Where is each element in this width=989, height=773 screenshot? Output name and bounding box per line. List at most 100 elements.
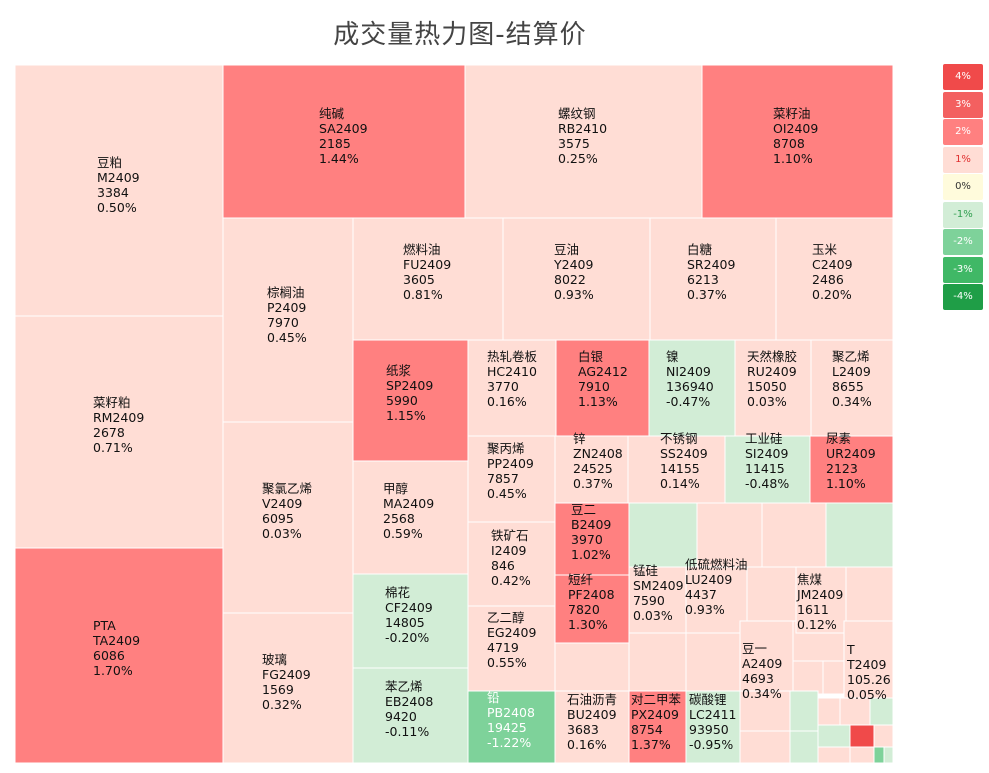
legend-item[interactable]: 3% <box>943 91 983 118</box>
treemap-tile-small[interactable] <box>849 746 875 764</box>
treemap-tile-rect[interactable] <box>352 667 469 764</box>
treemap-tile-rect[interactable] <box>222 421 354 614</box>
treemap-tile-small[interactable] <box>873 746 885 764</box>
legend-item[interactable]: 2% <box>943 119 983 145</box>
treemap-tile-rect[interactable] <box>627 435 726 504</box>
treemap-tile-rect[interactable] <box>352 573 469 669</box>
treemap-tile-rect[interactable] <box>809 435 894 504</box>
treemap-tile-small[interactable] <box>825 502 894 568</box>
treemap-tile-rect[interactable] <box>464 64 703 219</box>
treemap-tile-rect[interactable] <box>843 620 894 699</box>
treemap-tile-rect[interactable] <box>628 566 687 634</box>
treemap-tile-small[interactable] <box>869 697 894 726</box>
treemap-tile-rect[interactable] <box>502 217 651 341</box>
treemap-tile-rect[interactable] <box>467 605 556 692</box>
treemap-tile-small[interactable] <box>628 502 698 568</box>
treemap-tile-small[interactable] <box>746 566 797 622</box>
treemap-tile-rect[interactable] <box>795 566 847 634</box>
treemap-tile-rect[interactable] <box>555 339 650 437</box>
treemap-tile-rect[interactable] <box>554 690 630 764</box>
treemap-tile-rect[interactable] <box>649 217 777 341</box>
treemap-tile-rect[interactable] <box>724 435 811 504</box>
treemap-tile-rect[interactable] <box>701 64 894 219</box>
treemap-tile-small[interactable] <box>849 724 875 748</box>
treemap-tile-rect[interactable] <box>734 339 812 437</box>
treemap-tile-rect[interactable] <box>628 690 687 764</box>
treemap-tile-rect[interactable] <box>352 217 504 341</box>
treemap-tile-small[interactable] <box>845 566 894 622</box>
treemap-tile-small[interactable] <box>817 746 851 764</box>
treemap-tile-rect[interactable] <box>739 620 794 692</box>
treemap-tile-small[interactable] <box>883 746 894 764</box>
treemap-tile-rect[interactable] <box>467 339 557 437</box>
treemap-tile-rect[interactable] <box>685 566 748 634</box>
treemap-tile-rect[interactable] <box>810 339 894 437</box>
legend-item[interactable]: 4% <box>943 64 983 90</box>
treemap-tile-small[interactable] <box>789 730 819 764</box>
treemap-tile-small[interactable] <box>789 690 819 732</box>
treemap-tile-rect[interactable] <box>14 547 224 764</box>
treemap-tile-rect[interactable] <box>648 339 736 437</box>
treemap-tile-small[interactable] <box>817 724 851 748</box>
legend-item[interactable]: -2% <box>943 229 983 255</box>
legend-item[interactable]: 1% <box>943 146 983 173</box>
treemap-tile-small[interactable] <box>761 502 827 568</box>
treemap-tile-rect[interactable] <box>467 690 556 764</box>
treemap-tile-small[interactable] <box>822 660 845 695</box>
treemap-tile-rect[interactable] <box>222 612 354 764</box>
treemap-tile-rect[interactable] <box>775 217 894 341</box>
legend-item[interactable]: -1% <box>943 201 983 228</box>
treemap-tile-rect[interactable] <box>352 339 469 462</box>
treemap-tile-rect[interactable] <box>222 64 466 219</box>
treemap-tile-small[interactable] <box>792 660 824 695</box>
legend-item[interactable]: -3% <box>943 256 983 283</box>
legend-item[interactable]: 0% <box>943 174 983 200</box>
treemap-tile-small[interactable] <box>685 632 741 692</box>
legend-item[interactable]: -4% <box>943 284 983 310</box>
treemap-tile-small[interactable] <box>739 730 791 764</box>
treemap-tile-small[interactable] <box>554 642 630 692</box>
treemap-tile-small[interactable] <box>839 697 871 726</box>
treemap-tile-rect[interactable] <box>352 460 469 575</box>
treemap-tile-rect[interactable] <box>14 315 224 549</box>
